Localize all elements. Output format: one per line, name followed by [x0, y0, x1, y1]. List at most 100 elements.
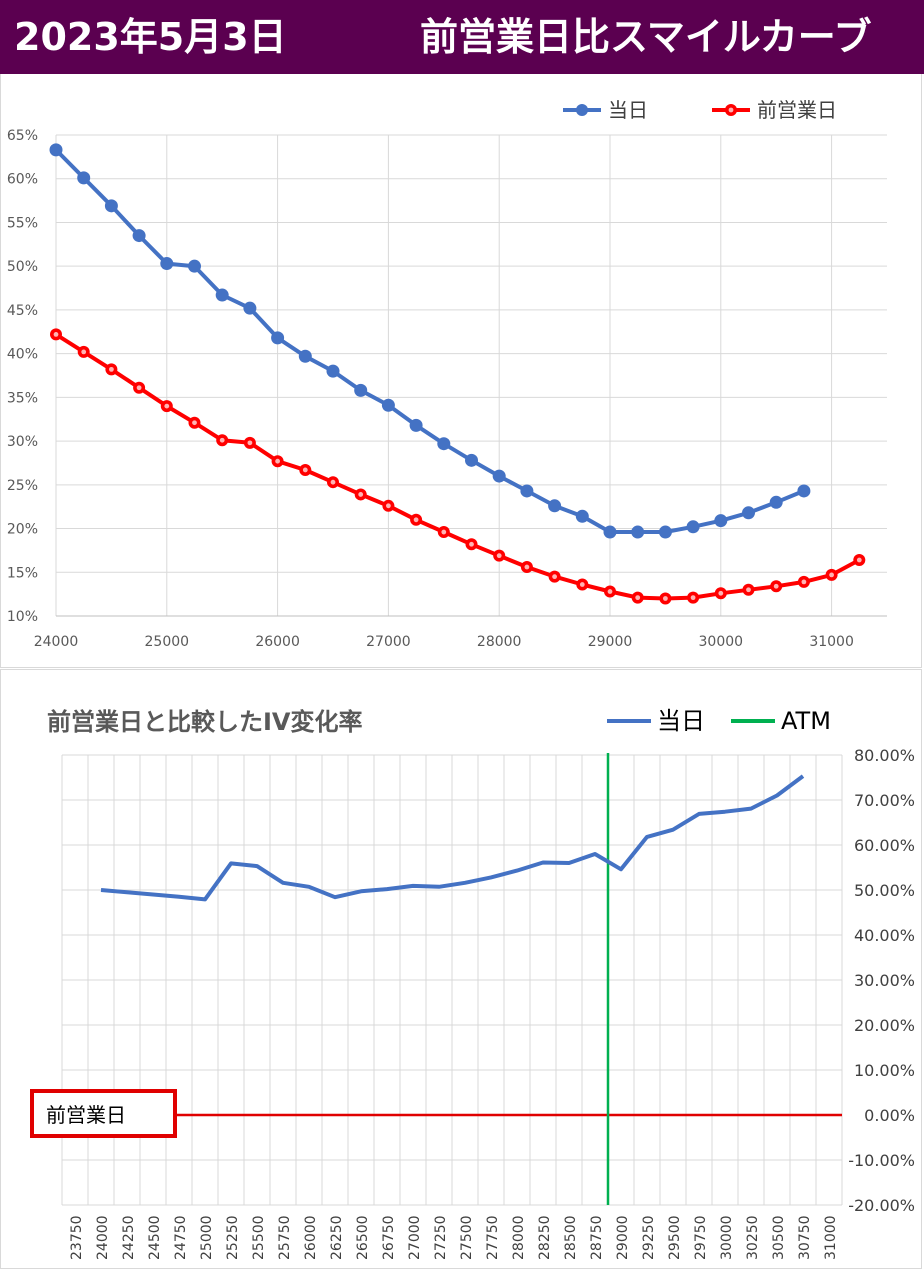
x-tick-label: 27750: [485, 1215, 501, 1260]
x-tick-label: 24750: [173, 1215, 189, 1260]
data-point: [465, 453, 478, 467]
x-tick-label: 27500: [459, 1215, 475, 1260]
x-tick-label: 27250: [433, 1215, 449, 1260]
x-tick-label: 28000: [511, 1215, 527, 1260]
y-tick-label: 35%: [7, 390, 38, 406]
y-tick-label: 40%: [7, 347, 38, 363]
y-tick-label: 55%: [7, 215, 38, 231]
x-tick-label: 24250: [121, 1215, 137, 1260]
y-tick-label: 50.00%: [854, 881, 915, 900]
x-tick-label: 29500: [667, 1215, 683, 1260]
legend-swatch-center: [728, 107, 734, 113]
data-point: [160, 257, 174, 271]
data-point: [742, 506, 755, 520]
y-tick-label: 30.00%: [854, 971, 915, 990]
data-point: [437, 437, 451, 451]
y-tick-label: 10.00%: [854, 1061, 915, 1080]
data-point-center: [663, 596, 668, 601]
data-point-center: [690, 595, 696, 601]
report-date: 2023年5月3日: [14, 15, 287, 59]
data-point-center: [579, 582, 585, 587]
data-point-center: [469, 541, 474, 547]
x-tick-label: 28000: [477, 634, 522, 650]
y-tick-label: 20.00%: [854, 1016, 915, 1035]
x-tick-label: 30000: [699, 634, 744, 650]
data-point-center: [718, 590, 724, 596]
legend-swatch-marker: [576, 104, 588, 116]
data-point-center: [164, 403, 170, 409]
x-tick-label: 26000: [303, 1215, 319, 1260]
y-tick-label: 60.00%: [854, 836, 915, 855]
data-point: [354, 383, 368, 397]
baseline-label-box: [30, 1089, 177, 1138]
data-point: [631, 525, 645, 539]
x-tick-label: 26750: [381, 1215, 397, 1260]
data-point: [575, 509, 589, 523]
data-point-center: [330, 479, 336, 485]
x-tick-label: 30750: [797, 1215, 813, 1260]
x-tick-label: 30500: [771, 1215, 787, 1260]
series-line-0: [54, 148, 805, 534]
x-tick-label: 26000: [255, 634, 300, 650]
x-tick-label: 25250: [225, 1215, 241, 1260]
y-tick-label: 25%: [7, 478, 38, 494]
data-point-center: [81, 349, 87, 355]
x-tick-label: 26500: [355, 1215, 371, 1260]
data-point: [326, 364, 340, 378]
x-tick-label: 25500: [251, 1215, 267, 1260]
x-tick-label: 27000: [366, 634, 411, 650]
x-tick-label: 30000: [719, 1215, 735, 1260]
legend-label: 当日: [657, 707, 705, 735]
data-point: [104, 199, 118, 213]
data-point-center: [275, 458, 280, 464]
data-point-center: [524, 564, 530, 570]
y-tick-label: 70.00%: [854, 791, 915, 810]
data-point: [188, 259, 201, 273]
y-tick-label: 40.00%: [854, 926, 915, 945]
data-point-center: [247, 440, 253, 446]
y-tick-label: 80.00%: [854, 746, 915, 765]
iv-change-panel: 前営業日と比較したIV変化率 80.00% 70.00% 60.00% 50.00% 40…: [0, 669, 922, 1269]
x-tick-label: 28500: [563, 1215, 579, 1260]
data-point-center: [109, 366, 114, 372]
x-tick-label: 25000: [145, 634, 190, 650]
x-tick-label: 24000: [34, 634, 79, 650]
iv-change-chart: 前営業日と比較したIV変化率 80.00% 70.00% 60.00% 50.00% 40…: [30, 707, 915, 1260]
data-point: [714, 514, 728, 528]
x-tick-label: 30250: [745, 1215, 761, 1260]
data-point: [603, 525, 617, 539]
y-tick-label: 15%: [7, 565, 38, 581]
data-point: [409, 418, 423, 432]
data-point: [49, 143, 63, 157]
header-bar: 2023年5月3日 前営業日比スマイルカーブ: [0, 0, 924, 74]
data-point-center: [358, 492, 364, 497]
data-point-center: [441, 529, 447, 535]
data-point-center: [386, 503, 391, 509]
y-tick-label: 50%: [7, 259, 38, 275]
x-tick-label: 29250: [641, 1215, 657, 1260]
data-point: [381, 398, 395, 412]
y-tick-label: 45%: [7, 303, 38, 319]
y-tick-label: 30%: [7, 434, 38, 450]
data-point: [658, 525, 672, 539]
data-point: [77, 171, 91, 185]
data-point: [298, 349, 312, 363]
baseline-label: 前営業日: [46, 1103, 126, 1127]
data-point-center: [552, 574, 557, 580]
x-tick-label: 31000: [823, 1215, 839, 1260]
x-tick-label: 25750: [277, 1215, 293, 1260]
data-point: [797, 484, 811, 498]
data-point: [243, 301, 257, 315]
legend-label: 前営業日: [757, 98, 837, 122]
data-point: [132, 229, 146, 243]
y-tick-label: 20%: [7, 522, 38, 538]
data-point-center: [53, 331, 59, 337]
x-tick-label: 28750: [589, 1215, 605, 1260]
x-tick-label: 24500: [147, 1215, 163, 1260]
smile-curve-panel: 10% 15% 20% 25% 30% 35% 40% 45% 50% 55% 60% 65% 2400…: [0, 74, 922, 668]
data-point-center: [413, 517, 419, 523]
x-tick-label: 23750: [69, 1215, 85, 1260]
x-tick-label: 31000: [809, 634, 854, 650]
data-point-center: [192, 420, 197, 426]
